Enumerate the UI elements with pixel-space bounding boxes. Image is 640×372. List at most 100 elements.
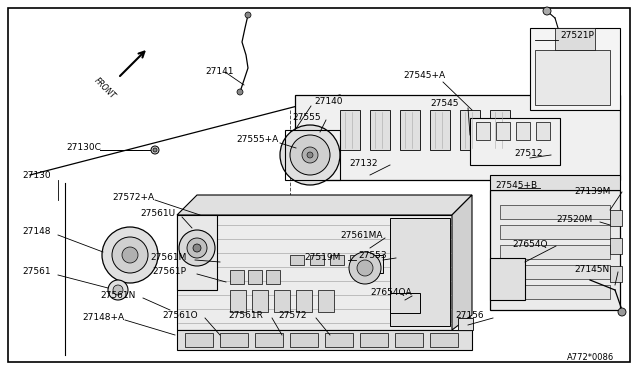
Bar — [490, 258, 525, 300]
Bar — [296, 290, 312, 312]
Text: 27545+A: 27545+A — [403, 71, 445, 80]
Bar — [490, 110, 510, 150]
Polygon shape — [177, 195, 472, 215]
Bar — [430, 333, 458, 347]
Circle shape — [102, 227, 158, 283]
Polygon shape — [490, 190, 620, 310]
Circle shape — [357, 260, 373, 276]
Text: A772*0086: A772*0086 — [567, 353, 614, 362]
Text: 27140: 27140 — [314, 96, 342, 106]
Text: 27139M: 27139M — [574, 187, 611, 196]
Text: 27654Q: 27654Q — [512, 240, 547, 248]
Circle shape — [179, 230, 215, 266]
Circle shape — [122, 247, 138, 263]
Text: 27130C: 27130C — [66, 142, 101, 151]
Bar — [370, 110, 390, 150]
Bar — [390, 293, 420, 313]
Bar — [310, 255, 324, 265]
Bar — [610, 266, 622, 282]
Text: 27521P: 27521P — [560, 32, 594, 41]
Circle shape — [543, 7, 551, 15]
Bar — [430, 110, 450, 150]
Bar — [252, 290, 268, 312]
Bar — [610, 210, 622, 226]
Polygon shape — [295, 95, 620, 180]
Text: 27148+A: 27148+A — [82, 314, 124, 323]
Polygon shape — [535, 50, 610, 105]
Circle shape — [187, 238, 207, 258]
Polygon shape — [555, 28, 595, 50]
Bar — [285, 130, 340, 180]
Circle shape — [113, 285, 123, 295]
Polygon shape — [490, 175, 620, 190]
Circle shape — [349, 252, 381, 284]
Circle shape — [193, 244, 201, 252]
Circle shape — [245, 12, 251, 18]
Polygon shape — [452, 195, 472, 330]
Text: 27561: 27561 — [22, 267, 51, 276]
Bar — [400, 110, 420, 150]
Text: 27572+A: 27572+A — [112, 192, 154, 202]
Text: 27561N: 27561N — [100, 291, 136, 299]
Polygon shape — [470, 118, 560, 165]
Circle shape — [280, 125, 340, 185]
Bar — [458, 318, 473, 330]
Text: 27561O: 27561O — [162, 311, 198, 321]
Bar — [230, 290, 246, 312]
Bar — [500, 205, 610, 219]
Text: 27141: 27141 — [205, 67, 234, 77]
Text: 27145N: 27145N — [574, 266, 609, 275]
Circle shape — [618, 308, 626, 316]
Bar — [500, 265, 610, 279]
Bar — [476, 122, 490, 140]
Text: 27156: 27156 — [455, 311, 484, 321]
Bar — [290, 255, 304, 265]
Text: 27553: 27553 — [358, 250, 387, 260]
Text: 27545+B: 27545+B — [495, 182, 537, 190]
Text: 27512: 27512 — [514, 148, 543, 157]
Text: 27148: 27148 — [22, 228, 51, 237]
Polygon shape — [530, 28, 620, 110]
Bar — [395, 333, 423, 347]
Text: 27519M: 27519M — [304, 253, 340, 263]
Text: 27561R: 27561R — [228, 311, 263, 321]
Text: 27561MA: 27561MA — [340, 231, 383, 240]
Bar — [318, 290, 334, 312]
Bar — [516, 122, 530, 140]
Bar — [500, 225, 610, 239]
Circle shape — [302, 147, 318, 163]
Circle shape — [112, 237, 148, 273]
Bar — [266, 270, 280, 284]
Polygon shape — [177, 330, 472, 350]
Text: 27132: 27132 — [349, 158, 378, 167]
Circle shape — [153, 148, 157, 152]
Text: 27545: 27545 — [430, 99, 458, 108]
Text: 27561P: 27561P — [152, 267, 186, 276]
Text: 27654QA: 27654QA — [370, 289, 412, 298]
Bar — [610, 238, 622, 254]
Bar — [500, 245, 610, 259]
Bar — [255, 333, 283, 347]
Text: 27561U: 27561U — [140, 209, 175, 218]
Bar — [220, 333, 248, 347]
Circle shape — [151, 146, 159, 154]
Polygon shape — [177, 215, 217, 290]
Bar — [496, 122, 510, 140]
Bar — [460, 110, 480, 150]
Circle shape — [237, 89, 243, 95]
Circle shape — [307, 152, 313, 158]
Bar — [340, 110, 360, 150]
Bar — [230, 270, 244, 284]
Bar — [350, 255, 364, 265]
Bar — [330, 255, 344, 265]
Text: FRONT: FRONT — [93, 76, 117, 100]
Bar — [290, 333, 318, 347]
Bar — [360, 333, 388, 347]
Bar — [390, 218, 450, 326]
Polygon shape — [177, 215, 452, 330]
Bar — [355, 255, 383, 273]
Text: 27572: 27572 — [278, 311, 307, 321]
Text: 27130: 27130 — [22, 171, 51, 180]
Bar — [536, 122, 550, 140]
Text: 27561M: 27561M — [150, 253, 186, 263]
